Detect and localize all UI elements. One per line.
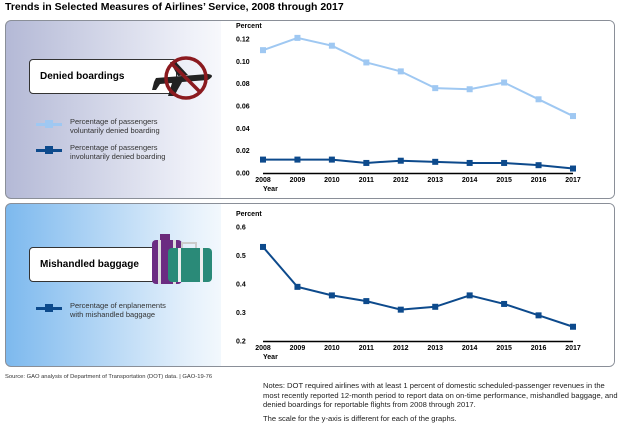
y-tick-label: 0.4 bbox=[236, 282, 246, 289]
data-point bbox=[294, 283, 301, 290]
data-point bbox=[535, 96, 542, 103]
y-tick-label: 0.02 bbox=[236, 148, 250, 155]
data-point bbox=[432, 158, 439, 165]
legend-text: with mishandled baggage bbox=[70, 310, 156, 319]
data-point bbox=[260, 243, 266, 250]
series-line-0 bbox=[262, 246, 574, 328]
plot-background bbox=[221, 204, 614, 366]
x-tick-label: 2013 bbox=[427, 177, 443, 184]
x-tick-label: 2012 bbox=[393, 177, 409, 184]
y-axis-label: Percent bbox=[236, 211, 262, 218]
figure-title: Trends in Selected Measures of Airlines’… bbox=[5, 1, 344, 13]
x-tick-label: 2010 bbox=[324, 345, 340, 352]
x-tick-label: 2008 bbox=[255, 177, 271, 184]
legend-item-voluntary: Percentage of passengers voluntarily den… bbox=[36, 117, 160, 135]
x-tick-label: 2016 bbox=[531, 345, 547, 352]
data-point bbox=[501, 159, 508, 166]
x-tick-label: 2014 bbox=[462, 345, 478, 352]
data-point bbox=[294, 34, 301, 41]
data-point bbox=[432, 85, 439, 92]
x-axis-label: Year bbox=[263, 354, 278, 361]
data-point bbox=[328, 156, 335, 163]
x-tick-label: 2015 bbox=[496, 345, 512, 352]
x-tick-label: 2014 bbox=[462, 177, 478, 184]
x-tick-label: 2016 bbox=[531, 177, 547, 184]
notes: Notes: DOT required airlines with at lea… bbox=[263, 381, 623, 427]
data-point bbox=[466, 292, 473, 299]
legend-text: voluntarily denied boarding bbox=[70, 126, 160, 135]
y-tick-label: 0.12 bbox=[236, 37, 250, 44]
data-point bbox=[328, 292, 335, 299]
mishandled-baggage-panel: Mishandled baggage Percentage of enplane… bbox=[5, 203, 615, 367]
data-point bbox=[466, 159, 473, 166]
luggage-icon bbox=[152, 234, 212, 284]
data-point bbox=[397, 157, 404, 164]
x-tick-label: 2009 bbox=[290, 345, 306, 352]
data-point bbox=[535, 162, 542, 169]
note-text: Notes: DOT required airlines with at lea… bbox=[263, 381, 618, 409]
data-point bbox=[363, 159, 370, 166]
data-point bbox=[466, 86, 473, 93]
y-tick-label: 0.08 bbox=[236, 81, 250, 88]
x-axis-label: Year bbox=[263, 186, 278, 193]
data-point bbox=[294, 156, 301, 163]
series-line-0 bbox=[262, 36, 574, 117]
y-tick-label: 0.6 bbox=[236, 225, 246, 232]
x-tick-label: 2017 bbox=[565, 345, 581, 352]
data-point bbox=[501, 300, 508, 307]
y-tick-label: 0.06 bbox=[236, 104, 250, 111]
legend-text: involuntarily denied boarding bbox=[70, 152, 166, 161]
x-tick-label: 2017 bbox=[565, 177, 581, 184]
series-line-1 bbox=[263, 158, 574, 170]
source-note: Source: GAO analysis of Department of Tr… bbox=[5, 374, 213, 380]
y-tick-label: 0.10 bbox=[236, 59, 250, 66]
data-point bbox=[501, 79, 508, 86]
y-tick-label: 0.5 bbox=[236, 253, 246, 260]
x-tick-label: 2010 bbox=[324, 177, 340, 184]
data-point bbox=[397, 68, 404, 75]
y-tick-label: 0.04 bbox=[236, 126, 250, 133]
note-text: The scale for the y-axis is different fo… bbox=[263, 413, 457, 423]
data-point bbox=[363, 298, 370, 305]
no-airplane-icon bbox=[152, 56, 212, 100]
y-tick-label: 0.3 bbox=[236, 310, 246, 317]
plot-background bbox=[221, 21, 614, 198]
legend-item-involuntary: Percentage of passengers involuntarily d… bbox=[36, 143, 165, 161]
legend-text: Percentage of enplanements bbox=[70, 301, 166, 310]
y-tick-label: 0.2 bbox=[236, 339, 246, 346]
data-point bbox=[328, 42, 335, 49]
data-point bbox=[570, 113, 576, 120]
legend-text: Percentage of passengers bbox=[70, 117, 158, 126]
x-tick-label: 2012 bbox=[393, 345, 409, 352]
data-point bbox=[432, 303, 439, 310]
x-tick-label: 2009 bbox=[290, 177, 306, 184]
x-tick-label: 2013 bbox=[427, 345, 443, 352]
legend-item-baggage: Percentage of enplanements with mishandl… bbox=[36, 301, 166, 319]
data-point bbox=[260, 156, 266, 163]
y-axis-label: Percent bbox=[236, 23, 262, 30]
x-tick-label: 2008 bbox=[255, 345, 271, 352]
x-tick-label: 2011 bbox=[359, 345, 374, 352]
denied-boardings-panel: Denied boardings Percentage of passenger… bbox=[5, 20, 615, 199]
x-tick-label: 2011 bbox=[359, 177, 374, 184]
data-point bbox=[260, 47, 266, 54]
x-tick-label: 2015 bbox=[496, 177, 512, 184]
y-tick-label: 0.00 bbox=[236, 171, 250, 178]
data-point bbox=[535, 312, 542, 319]
data-point bbox=[570, 165, 576, 172]
data-point bbox=[397, 306, 404, 313]
legend-text: Percentage of passengers bbox=[70, 143, 158, 152]
data-point bbox=[363, 59, 370, 66]
data-point bbox=[570, 323, 576, 330]
